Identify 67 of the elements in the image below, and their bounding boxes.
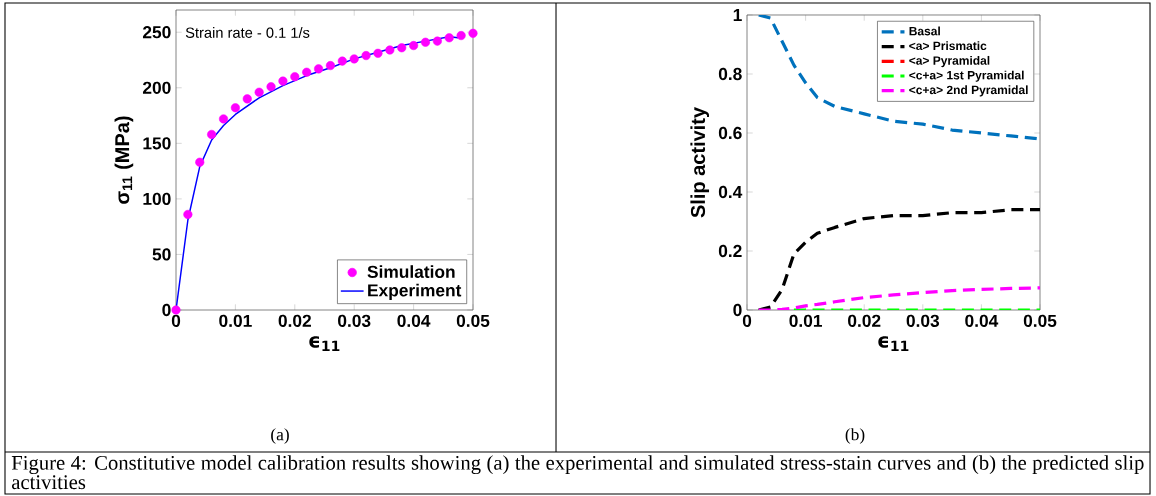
point (337, 56, 347, 66)
point (183, 209, 193, 219)
y-tick-label: 0 (162, 303, 171, 317)
x-tick-label: 0.03 (906, 314, 940, 328)
text: (a) (271, 428, 289, 444)
x-tick-label: 0.04 (965, 314, 999, 327)
caption: Figure 4: Constitutive model calibration results showing (a) the experimental and simulated stress-stain curves and (b) the predicted slip activities (11, 455, 1144, 490)
point (218, 114, 229, 124)
y-tick-label: 150 (143, 137, 171, 150)
point (409, 41, 419, 51)
point (171, 305, 181, 315)
x-tick-label: 0 (171, 314, 181, 327)
x-tick-label: 0.04 (397, 314, 431, 327)
x-axis-title: ϵ$_{11}$ (309, 336, 340, 351)
legend-label: Experiment (368, 283, 462, 300)
x-tick-label: 0.02 (278, 314, 311, 327)
y-tick-label: 50 (152, 248, 171, 261)
x-tick-label: 0.01 (219, 314, 252, 327)
x-tick-label: 0.02 (848, 314, 881, 327)
annotation: Strain rate - 0.1 1/s (185, 27, 310, 38)
legend-label: <a> Pyramidal (909, 55, 990, 68)
point (195, 157, 205, 167)
y-tick-label: 0.4 (718, 185, 743, 199)
x-tick-label: 0.05 (1023, 314, 1057, 327)
legend-label: <c+a> 2nd Pyramidal (909, 85, 1028, 97)
legend-label: <a> Prismatic (909, 41, 987, 51)
point (290, 72, 300, 82)
point (432, 36, 442, 46)
point (314, 64, 324, 74)
legend-label: Basal (909, 26, 940, 36)
point (242, 94, 252, 104)
y-axis-title: Slip activity (690, 107, 710, 218)
point (302, 67, 312, 77)
point (325, 61, 335, 71)
point (397, 43, 407, 53)
point (278, 76, 288, 86)
point (349, 54, 359, 64)
point (456, 31, 466, 41)
y-tick-label: 200 (142, 81, 171, 94)
y-tick-label: 0 (733, 303, 742, 317)
x-tick-label: 0.01 (789, 314, 822, 327)
y-tick-label: 100 (143, 192, 171, 206)
y-tick-label: 0.2 (718, 244, 742, 258)
x-axis-title: ϵ$_{11}$ (878, 336, 909, 351)
line-series (757, 286, 1041, 310)
y-tick-label: 0.6 (718, 126, 742, 140)
point (468, 28, 478, 38)
point (254, 87, 264, 97)
point (207, 129, 217, 139)
point (373, 48, 383, 58)
text: (b) (845, 428, 865, 444)
point (385, 45, 395, 55)
x-tick-label: 0 (742, 314, 752, 327)
point (420, 37, 431, 47)
point (361, 51, 371, 61)
y-axis-title: σ$_{11}$ (MPa) (114, 116, 134, 204)
legend-label: Simulation (367, 265, 455, 278)
y-tick-label: 0.8 (718, 67, 742, 81)
point (266, 82, 276, 92)
y-tick-label: 1 (733, 9, 742, 21)
legend-label: <c+a> 1st Pyramidal (909, 70, 1024, 82)
point (230, 103, 240, 113)
line-series (757, 208, 1041, 310)
x-tick-label: 0.03 (338, 314, 371, 328)
point (444, 33, 454, 43)
y-tick-label: 250 (142, 26, 171, 39)
x-tick-label: 0.05 (456, 314, 490, 327)
